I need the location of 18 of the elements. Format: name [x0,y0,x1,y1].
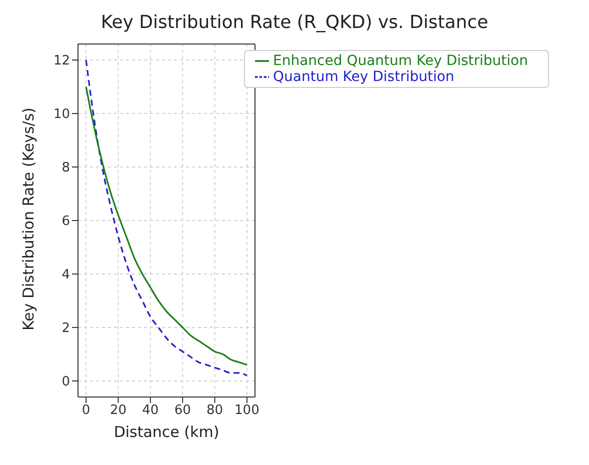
y-tick-label: 12 [53,54,70,69]
y-tick-label: 4 [62,268,70,283]
text: Key Distribution Rate (R_QKD) vs. Distance [100,11,490,35]
y-tick-label: 6 [62,214,70,230]
legend-label: Quantum Key Distribution [273,69,454,85]
x-tick-label: 60 [174,403,191,418]
x-tick-label: 40 [142,403,159,418]
y-tick-label: 2 [62,321,70,336]
y-tick-label: 8 [62,160,70,176]
y-tick-label: 0 [62,374,70,390]
x-tick-label: 100 [234,403,260,418]
y-tick-label: 10 [53,107,70,122]
x-tick-label: 80 [206,403,224,418]
x-axis-title: Distance (km) [114,423,220,441]
x-tick-label: 20 [110,403,126,418]
legend-label: Enhanced Quantum Key Distribution [273,53,528,69]
y-axis-title: Key Distribution Rate (Keys/s) [19,108,38,330]
x-tick-label: 0 [82,403,90,418]
